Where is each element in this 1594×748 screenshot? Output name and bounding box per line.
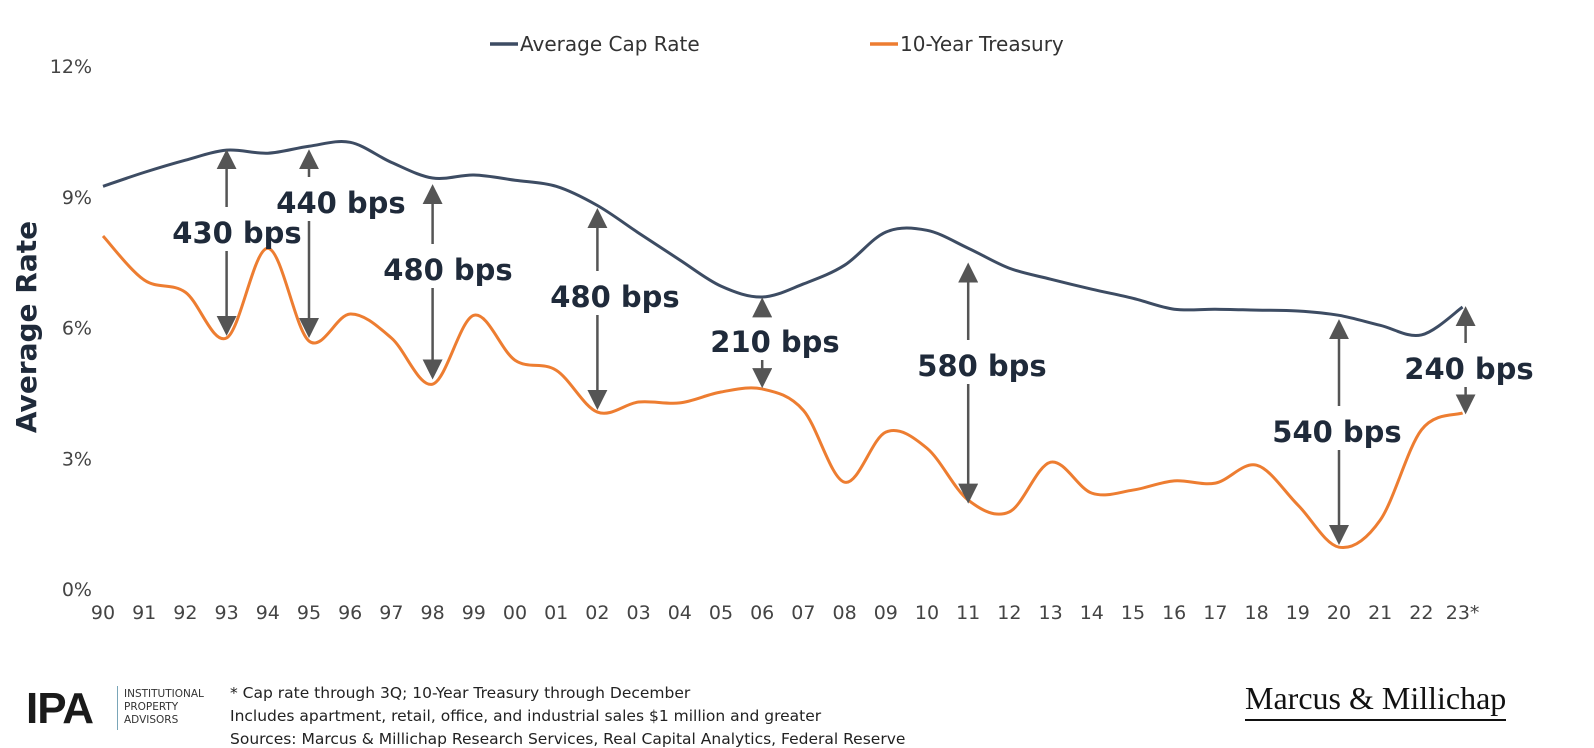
- footnote-sources: Sources: Marcus & Millichap Research Ser…: [230, 730, 906, 748]
- x-tick-label: 18: [1245, 602, 1269, 624]
- x-tick-label: 14: [1080, 602, 1104, 624]
- x-tick-label: 20: [1327, 602, 1351, 624]
- spread-label: 430 bps: [172, 216, 301, 250]
- x-tick-label: 12: [997, 602, 1021, 624]
- x-tick-label: 09: [874, 602, 898, 624]
- x-tick-label: 06: [750, 602, 774, 624]
- x-tick-label: 22: [1409, 602, 1433, 624]
- logo-divider: [117, 686, 118, 730]
- x-tick-label: 00: [503, 602, 527, 624]
- ipa-sub-line: ADVISORS: [124, 714, 179, 726]
- x-tick-label: 15: [1121, 602, 1145, 624]
- ipa-sub-line: INSTITUTIONAL: [124, 688, 204, 700]
- legend-label: Average Cap Rate: [520, 32, 700, 56]
- footnote-includes: Includes apartment, retail, office, and …: [230, 707, 822, 725]
- spread-label: 240 bps: [1404, 352, 1533, 386]
- chart: 0% 3% 6% 9% 12% 90 91 92 93 94 95 96 97 98 99 00 01 02 03 0…: [10, 32, 1534, 624]
- spread-label: 480 bps: [383, 253, 512, 287]
- x-tick-label: 04: [668, 602, 692, 624]
- x-tick-label: 07: [791, 602, 815, 624]
- x-tick-label: 05: [709, 602, 733, 624]
- x-tick-label: 95: [297, 602, 321, 624]
- x-tick-label: 98: [421, 602, 445, 624]
- spread-label: 580 bps: [917, 349, 1046, 383]
- cap-rate-line: [102, 140, 1464, 338]
- y-tick-label: 0%: [62, 579, 92, 601]
- y-tick-label: 3%: [62, 448, 92, 470]
- ipa-logo: IPA: [26, 684, 94, 733]
- x-tick-label: 90: [91, 602, 115, 624]
- spread-label: 440 bps: [276, 186, 405, 220]
- x-tick-label: 19: [1286, 602, 1310, 624]
- y-tick-label: 6%: [62, 318, 92, 340]
- marcus-millichap-logo: Marcus & Millichap: [1245, 680, 1507, 721]
- legend-label: 10-Year Treasury: [900, 32, 1064, 56]
- x-tick-label: 03: [627, 602, 651, 624]
- x-tick-label: 01: [544, 602, 568, 624]
- x-tick-label: 21: [1368, 602, 1392, 624]
- x-tick-label: 97: [379, 602, 403, 624]
- footnote-cap-rate: * Cap rate through 3Q; 10-Year Treasury …: [230, 684, 691, 702]
- x-tick-label: 99: [462, 602, 486, 624]
- x-tick-label: 94: [256, 602, 280, 624]
- x-tick-label: 23*: [1446, 602, 1480, 624]
- x-tick-label: 16: [1162, 602, 1186, 624]
- x-tick-label: 91: [132, 602, 156, 624]
- x-tick-label: 96: [338, 602, 362, 624]
- x-tick-label: 13: [1039, 602, 1063, 624]
- ipa-logo-subtitle: INSTITUTIONAL PROPERTY ADVISORS: [124, 688, 204, 727]
- y-tick-label: 9%: [62, 187, 92, 209]
- x-tick-label: 92: [173, 602, 197, 624]
- y-axis-label: Average Rate: [10, 221, 43, 433]
- spread-label: 210 bps: [710, 325, 839, 359]
- x-tick-label: 02: [585, 602, 609, 624]
- x-tick-label: 08: [833, 602, 857, 624]
- spread-label: 480 bps: [550, 280, 679, 314]
- spread-label: 540 bps: [1272, 415, 1401, 449]
- y-tick-label: 12%: [50, 56, 92, 78]
- x-tick-label: 11: [956, 602, 980, 624]
- x-tick-label: 17: [1203, 602, 1227, 624]
- x-tick-label: 10: [915, 602, 939, 624]
- treasury-line: [101, 234, 1464, 550]
- ipa-sub-line: PROPERTY: [124, 701, 179, 713]
- x-tick-label: 93: [215, 602, 239, 624]
